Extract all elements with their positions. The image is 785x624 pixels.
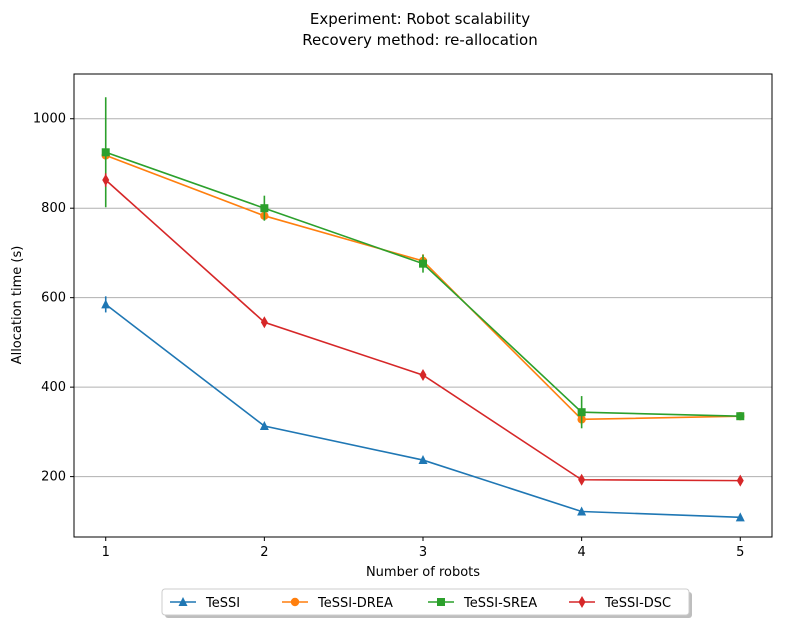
tick-layer: 200 400 600 800 1000 1 2 3 4 5 [33,112,745,560]
data-point-tessi-dsc [578,473,586,486]
legend-label-tessi-drea: TeSSI-DREA [317,596,393,611]
series-tessi-srea [101,97,745,429]
data-point-tessi-dsc [419,369,427,382]
x-axis-label: Number of robots [366,565,480,580]
chart-subtitle: Recovery method: re-allocation [302,31,537,49]
data-point-tessi-srea [577,408,586,417]
legend-label-tessi: TeSSI [205,596,240,611]
y-tick-label: 1000 [33,112,66,127]
data-point-tessi [101,299,111,309]
legend-marker-tessi-srea [437,598,445,606]
legend-item-tessi-dsc: TeSSI-DSC [569,596,671,611]
data-point-tessi-srea [419,259,427,268]
y-axis-label: Allocation time (s) [10,246,25,365]
legend-marker-tessi-drea [290,597,300,607]
legend-items: TeSSI TeSSI-DREA TeSSI-SREA TeSSI-DSC [170,596,671,611]
data-point-tessi-dsc [102,174,110,187]
grid-layer [74,118,772,478]
legend-box [161,588,690,616]
data-point-tessi-dsc [260,316,268,329]
chart-title: Experiment: Robot scalability [310,10,530,28]
series-tessi-dsc [102,173,744,487]
legend-marker-tessi [178,597,188,606]
x-tick-label: 4 [577,545,585,560]
data-point-tessi [259,421,269,431]
y-tick-label: 400 [41,380,66,395]
x-tick-label: 2 [260,545,268,560]
legend-label-tessi-srea: TeSSI-SREA [463,596,537,611]
legend-item-tessi: TeSSI [170,596,240,611]
legend-label-tessi-dsc: TeSSI-DSC [604,596,671,611]
legend-item-tessi-srea: TeSSI-SREA [428,596,537,611]
y-tick-label: 800 [41,201,66,216]
data-point-tessi-srea [736,412,745,421]
legend-item-tessi-drea: TeSSI-DREA [282,596,393,611]
data-point-tessi-srea [101,148,110,157]
data-point-tessi [577,506,587,516]
series-tessi [101,296,745,522]
y-tick-label: 200 [41,470,66,485]
legend-marker-tessi-dsc [578,596,586,608]
data-point-tessi [418,455,428,465]
series-layer [101,97,745,522]
x-tick-label: 5 [736,545,744,560]
x-tick-label: 1 [102,545,110,560]
legend: TeSSI TeSSI-DREA TeSSI-SREA TeSSI-DSC [161,588,692,618]
x-tick-label: 3 [419,545,427,560]
y-tick-label: 600 [41,291,66,306]
data-point-tessi-dsc [736,474,744,487]
data-point-tessi-srea [260,204,269,213]
data-point-tessi [735,512,745,522]
